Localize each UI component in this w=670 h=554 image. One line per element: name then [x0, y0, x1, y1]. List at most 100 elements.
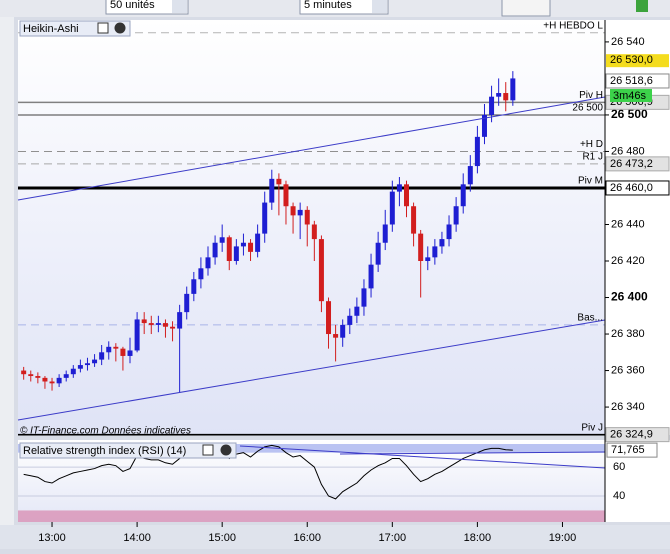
x-tick-label: 15:00 — [208, 532, 236, 544]
candle-body — [21, 370, 27, 375]
candle-body — [411, 206, 417, 234]
candle-body — [297, 209, 303, 216]
candle-body — [84, 363, 90, 366]
candle-body — [311, 224, 317, 240]
close-icon[interactable] — [220, 444, 232, 456]
candle-body — [56, 377, 62, 384]
candle-body — [177, 312, 183, 329]
candle-body — [240, 242, 246, 247]
units-dropdown[interactable] — [105, 0, 189, 15]
candle-body — [77, 365, 83, 369]
candle-body — [304, 209, 310, 225]
candle-body — [446, 224, 452, 240]
candle-body — [205, 257, 211, 269]
price-box — [605, 427, 670, 443]
candle-body — [262, 202, 268, 234]
candle-body — [162, 323, 168, 327]
candle-body — [70, 368, 76, 375]
level-label: R1 J — [582, 152, 603, 163]
last-box — [605, 73, 670, 89]
level-label: Piv H — [579, 90, 603, 101]
countdown: 3m46s — [613, 90, 647, 102]
candle-body — [35, 376, 41, 378]
y-tick-label: 26 540 — [611, 36, 645, 48]
x-tick-label: 14:00 — [123, 532, 151, 544]
candle-body — [233, 246, 239, 262]
candle-body — [92, 359, 98, 364]
candle-body — [489, 96, 495, 115]
window-icon[interactable] — [202, 444, 214, 456]
last-label: 26 518,6 — [610, 75, 653, 87]
candle-body — [134, 319, 140, 351]
price-box-label: 26 473,2 — [610, 158, 653, 170]
candle-body — [212, 242, 218, 258]
y-tick-label: 26 500 — [611, 107, 648, 121]
candle-body — [347, 315, 353, 325]
candle-body — [198, 268, 204, 280]
y-tick-label: 26 380 — [611, 328, 645, 340]
rsi-current-label: 71,765 — [611, 444, 645, 456]
candle-body — [425, 257, 431, 262]
candle-body — [496, 93, 502, 97]
candle-body — [432, 246, 438, 258]
candle-body — [340, 324, 346, 338]
interval-text: 5 minutes — [304, 0, 352, 11]
rsi-band — [18, 444, 605, 453]
candle-body — [28, 374, 34, 377]
candle-body — [439, 239, 445, 247]
close-icon[interactable] — [114, 22, 126, 34]
trend-line — [17, 96, 606, 201]
rsi-trend-line — [239, 445, 606, 469]
candle-body — [481, 114, 487, 137]
dropdown-arrow — [372, 0, 387, 13]
candle-body — [248, 242, 254, 252]
price-box — [605, 180, 670, 196]
level-label: 26 500 — [572, 103, 603, 114]
x-tick-label: 18:00 — [464, 532, 492, 544]
rsi-tick-label: 60 — [613, 461, 625, 473]
candle-body — [127, 350, 133, 356]
candle-body — [510, 78, 516, 101]
interval-dropdown[interactable] — [299, 0, 389, 15]
plot-layer — [18, 32, 605, 522]
candle-body — [503, 93, 509, 101]
candle-body — [255, 233, 261, 252]
x-tick-label: 13:00 — [38, 532, 66, 544]
candle-body — [269, 178, 275, 203]
candle-body — [106, 346, 112, 353]
candle-body — [361, 288, 367, 307]
candle-body — [170, 326, 176, 329]
candle-body — [276, 178, 282, 185]
candle-body — [148, 323, 154, 325]
chart-type-button[interactable] — [501, 0, 551, 17]
y-tick-label: 26 400 — [611, 290, 648, 304]
countdown-box — [610, 88, 652, 102]
level-label: +H HEBDO L — [543, 20, 603, 31]
x-tick-label: 16:00 — [293, 532, 321, 544]
candle-body — [368, 264, 374, 289]
y-tick-label: 26 440 — [611, 218, 645, 230]
x-tick-label: 17:00 — [379, 532, 407, 544]
candle-body — [318, 239, 324, 302]
dropdown-arrow — [172, 0, 187, 13]
level-label: Piv M — [578, 176, 603, 187]
candle-body — [63, 374, 69, 378]
level-label: +H D — [580, 139, 603, 150]
candle-body — [283, 184, 289, 207]
candle-body — [403, 184, 409, 207]
candle-body — [326, 301, 332, 335]
candle-body — [418, 233, 424, 262]
candle-body — [474, 136, 480, 167]
chart-title: Heikin-Ashi — [23, 23, 79, 35]
rsi-current-box — [606, 442, 658, 458]
candle-body — [467, 166, 473, 185]
left-strip — [0, 0, 14, 530]
window-icon[interactable] — [97, 22, 109, 34]
candle-body — [184, 293, 190, 313]
y-tick-label: 26 340 — [611, 401, 645, 413]
y-tick-label: 26 480 — [611, 145, 645, 157]
candle-body — [389, 191, 395, 225]
candle-body — [460, 184, 466, 207]
candle-body — [290, 206, 296, 216]
